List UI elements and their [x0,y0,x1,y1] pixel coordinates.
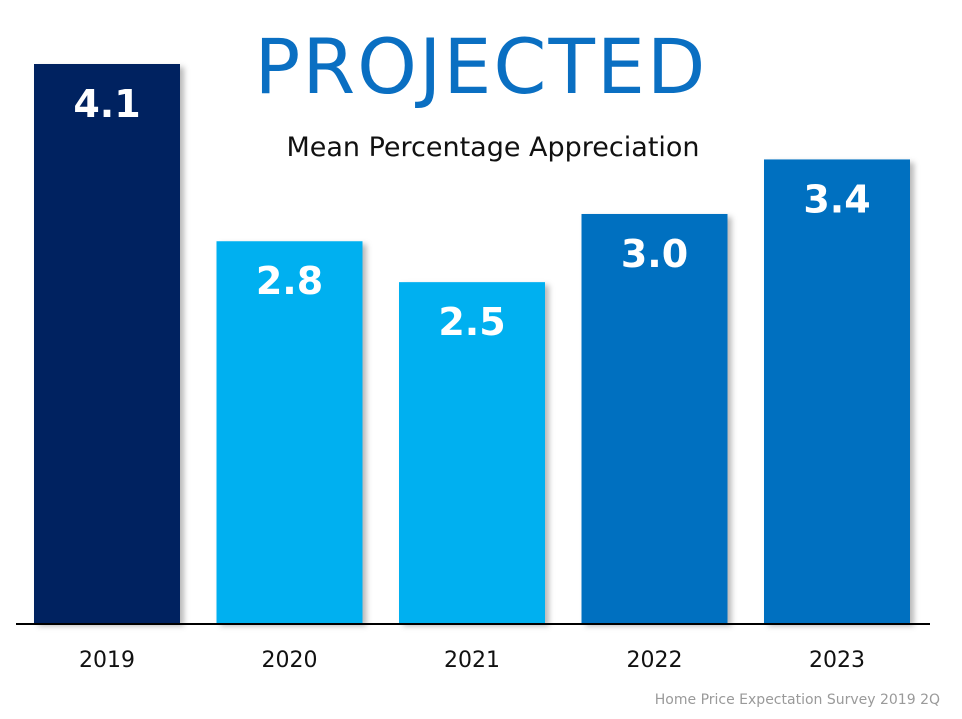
source-note: Home Price Expectation Survey 2019 2Q [654,692,940,708]
x-tick-label: 2020 [262,648,318,673]
bar-value-label: 3.0 [621,232,688,276]
bars: 4.1 2.8 2.5 3.0 3.4 [34,64,910,623]
x-tick-label: 2021 [444,648,500,673]
bar-2019 [34,64,180,623]
bar-value-label: 4.1 [73,82,140,126]
bar-2023 [764,159,910,623]
bar-2020 [216,241,363,623]
chart-title: PROJECTED [254,22,708,111]
bar-value-label: 3.4 [803,177,870,221]
x-tick-label: 2019 [79,648,135,673]
x-tick-label: 2022 [627,648,683,673]
bar-value-label: 2.8 [256,259,323,303]
bar-value-label: 2.5 [438,300,505,344]
x-axis-ticks: 2019 2020 2021 2022 2023 [79,648,865,673]
bar-2021 [399,282,545,623]
x-tick-label: 2023 [809,648,865,673]
chart-subtitle: Mean Percentage Appreciation [286,132,700,163]
bar-2022 [581,213,728,623]
